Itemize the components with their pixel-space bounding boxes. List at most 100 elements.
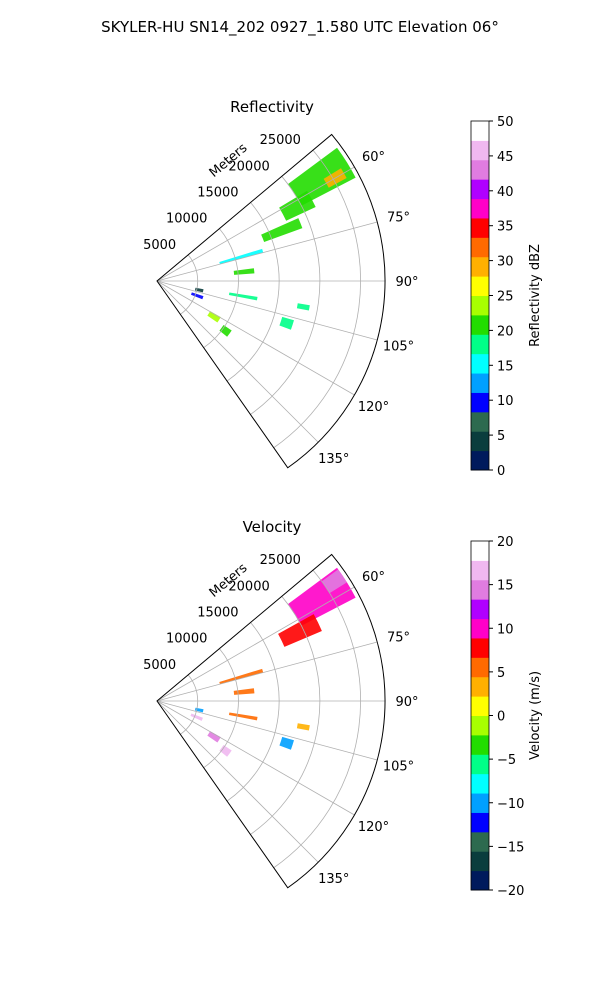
range-ring xyxy=(203,228,239,349)
radial-tick-label: 10000 xyxy=(166,632,207,647)
colorbar-tick-label: 35 xyxy=(497,220,514,235)
echo-cell xyxy=(219,248,264,265)
colorbar-tick-label: 0 xyxy=(497,710,505,725)
colorbar-band xyxy=(471,334,489,355)
range-ring xyxy=(250,176,321,415)
colorbar-band xyxy=(471,734,489,755)
colorbar-tick-label: 25 xyxy=(497,290,514,305)
echo-cell xyxy=(279,736,294,750)
azimuth-spoke xyxy=(156,586,355,702)
colorbar-band xyxy=(471,715,489,736)
radial-tick-label: 20000 xyxy=(228,159,269,174)
colorbar-band xyxy=(471,159,489,180)
range-ring xyxy=(180,674,199,735)
azimuth-tick-label: 135° xyxy=(318,872,349,887)
radial-tick-label: 15000 xyxy=(197,605,238,620)
azimuth-tick-label: 60° xyxy=(362,150,385,165)
radial-tick-label: 25000 xyxy=(260,133,301,148)
colorbar-band xyxy=(471,618,489,639)
colorbar-tick-label: 20 xyxy=(497,324,514,339)
colorbar-band xyxy=(471,870,489,891)
echo-layer xyxy=(190,567,356,757)
range-ring xyxy=(180,254,199,315)
colorbar-label: Velocity (m/s) xyxy=(528,671,543,760)
azimuth-tick-label: 105° xyxy=(383,340,414,355)
echo-cell xyxy=(279,190,316,221)
azimuth-tick-label: 60° xyxy=(362,570,385,585)
colorbar-tick-label: 45 xyxy=(497,150,514,165)
range-ring xyxy=(226,622,280,802)
echo-cell xyxy=(296,303,310,311)
azimuth-tick-label: 75° xyxy=(387,210,410,225)
azimuth-spoke xyxy=(156,280,355,396)
colorbar-tick-label: −5 xyxy=(497,753,516,768)
range-ring xyxy=(226,202,280,382)
echo-cell xyxy=(207,311,221,323)
colorbar-band xyxy=(471,696,489,716)
echo-cell xyxy=(228,292,258,301)
colorbar-band xyxy=(471,831,489,852)
range-ring xyxy=(273,569,361,869)
azimuth-spoke xyxy=(156,700,319,863)
colorbar-tick-label: 10 xyxy=(497,394,514,409)
colorbar-band xyxy=(471,217,489,238)
colorbar-band xyxy=(471,237,489,258)
colorbar-tick-label: 0 xyxy=(497,464,505,479)
colorbar-band xyxy=(471,314,489,335)
colorbar-tick-label: 40 xyxy=(497,185,514,200)
echo-layer xyxy=(190,147,356,337)
azimuth-tick-label: 135° xyxy=(318,452,349,467)
sector-frame xyxy=(156,553,386,889)
radial-tick-label: 15000 xyxy=(197,185,238,200)
colorbar-tick-label: 15 xyxy=(497,359,514,374)
colorbar-band xyxy=(471,541,489,561)
echo-cell xyxy=(279,316,294,330)
radial-tick-label: 25000 xyxy=(260,553,301,568)
colorbar-tick-label: 30 xyxy=(497,255,514,270)
azimuth-spoke xyxy=(156,700,355,816)
radial-tick-label: 5000 xyxy=(143,658,176,673)
figure-title: SKYLER-HU SN14_202 0927_1.580 UTC Elevat… xyxy=(101,18,499,37)
echo-cell xyxy=(207,731,221,743)
echo-cell xyxy=(219,745,232,757)
colorbar-band xyxy=(471,754,489,775)
azimuth-spoke xyxy=(156,221,378,282)
echo-cell xyxy=(261,218,303,243)
panel-title: Velocity xyxy=(243,518,302,536)
colorbar-band xyxy=(471,637,489,658)
azimuth-tick-label: 120° xyxy=(358,820,389,835)
colorbar-band xyxy=(471,851,489,872)
azimuth-tick-label: 90° xyxy=(395,695,418,710)
azimuth-tick-label: 90° xyxy=(395,275,418,290)
echo-cell xyxy=(321,569,347,594)
colorbar-band xyxy=(471,773,489,794)
colorbar-tick-label: 5 xyxy=(497,666,505,681)
colorbar-band xyxy=(471,411,489,432)
colorbar: −20 −15 −10 −5 0 5 10 15 20 Velocity (m/s) xyxy=(470,535,543,899)
colorbar-tick-label: 15 xyxy=(497,579,514,594)
echo-cell xyxy=(190,292,204,300)
colorbar-band xyxy=(471,373,489,393)
colorbar-tick-label: 5 xyxy=(497,429,505,444)
colorbar-band xyxy=(471,560,489,581)
colorbar-tick-label: −20 xyxy=(497,884,524,899)
radial-tick-label: 10000 xyxy=(166,212,207,227)
colorbar-band xyxy=(471,179,489,200)
sector-frame xyxy=(156,133,386,469)
azimuth-tick-label: 120° xyxy=(358,400,389,415)
echo-cell xyxy=(296,723,310,731)
echo-cell xyxy=(228,712,258,721)
azimuth-tick-label: 75° xyxy=(387,630,410,645)
panel-reflectivity: Reflectivity 5000 10000 15000 20000 25000 60° 7… xyxy=(143,98,543,479)
azimuth-spoke xyxy=(156,280,378,341)
colorbar-band xyxy=(471,295,489,316)
colorbar-band xyxy=(471,353,489,374)
azimuth-spoke xyxy=(156,166,355,282)
colorbar-band xyxy=(471,812,489,833)
azimuth-spoke xyxy=(156,641,378,702)
colorbar-band xyxy=(471,431,489,452)
colorbar-band xyxy=(471,599,489,620)
colorbar-tick-label: −15 xyxy=(497,840,524,855)
range-ring xyxy=(250,596,321,835)
azimuth-tick-label: 105° xyxy=(383,760,414,775)
